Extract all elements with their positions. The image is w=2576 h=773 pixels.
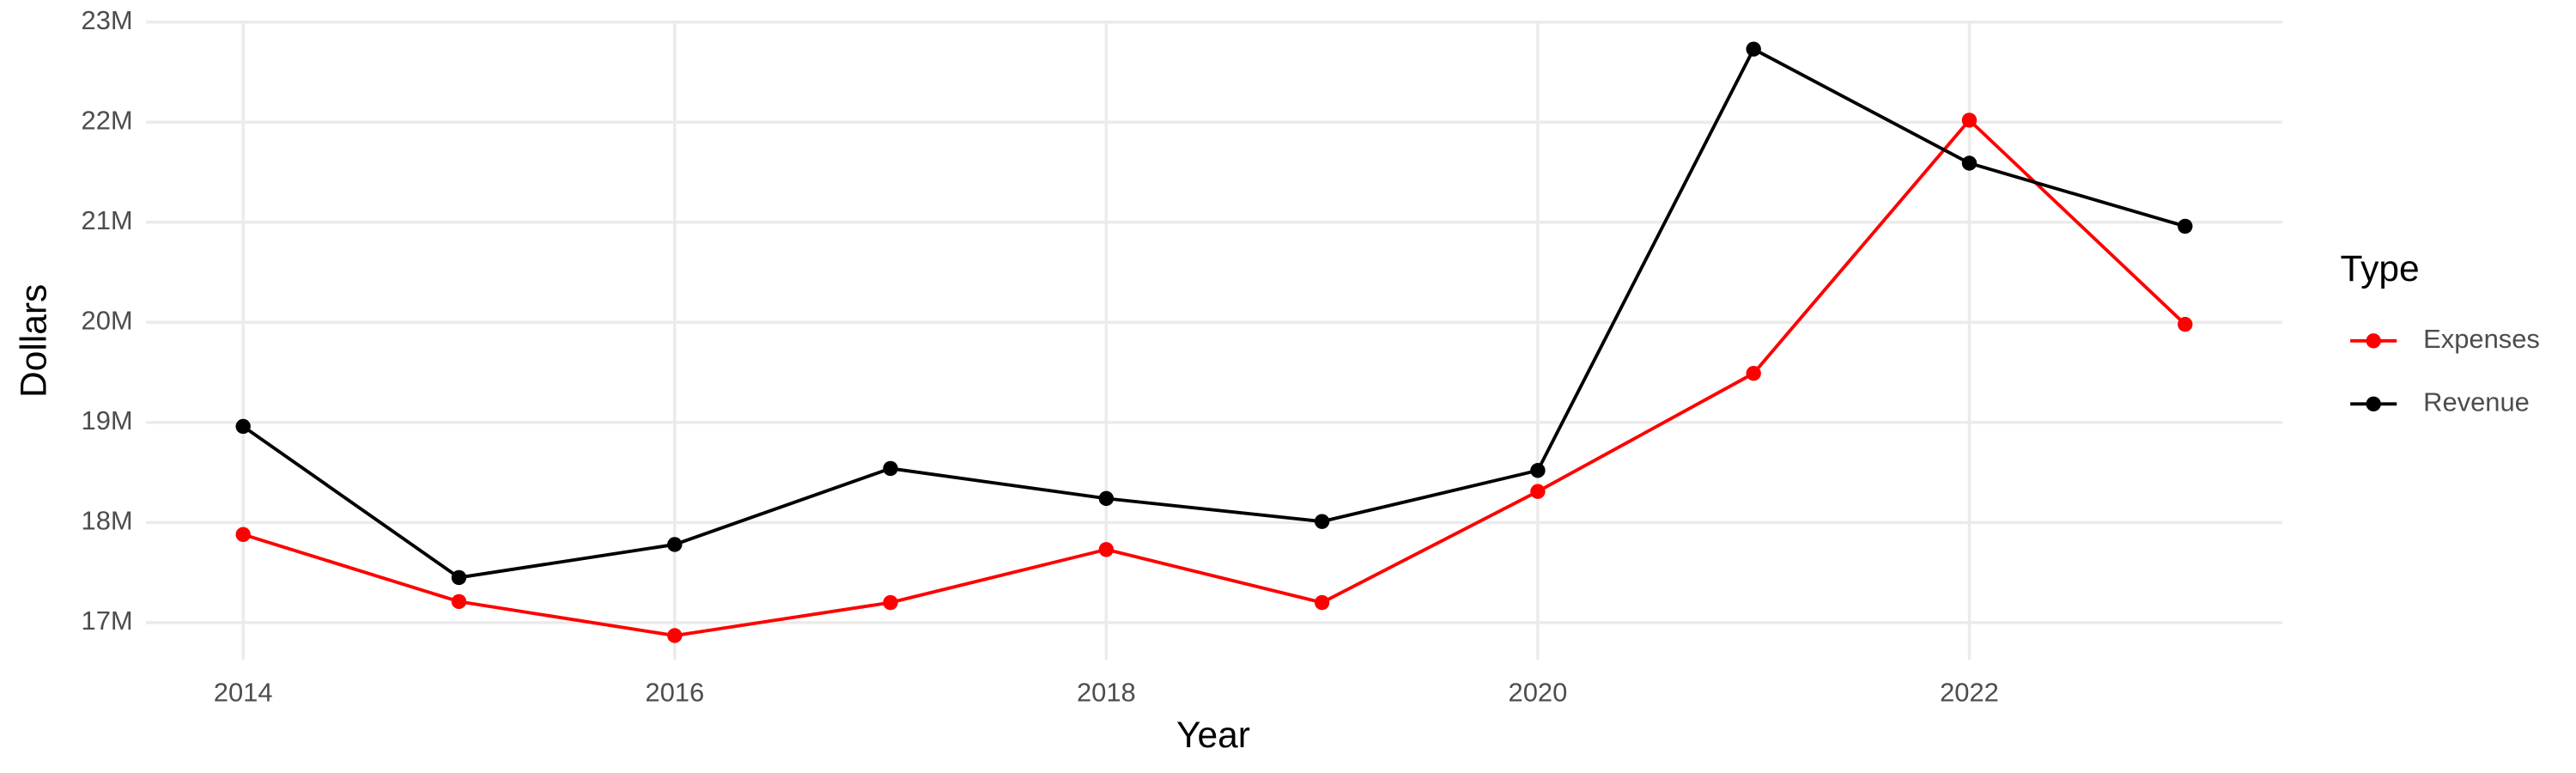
x-tick-label: 2016 [645,678,704,708]
legend-label: Expenses [2423,324,2540,354]
series-line [242,118,2187,637]
point [1961,155,1978,171]
point [667,628,683,643]
series-line [242,46,2186,580]
y-tick-label: 19M [82,405,133,435]
legend-key [2366,396,2381,411]
point [1314,514,1330,529]
x-tick-label: 2020 [1509,678,1568,708]
point [2178,316,2193,332]
point [1530,463,1546,478]
y-tick-label: 23M [82,5,133,35]
x-axis-title: Year [1176,715,1250,756]
x-tick-label: 2022 [1940,678,1999,708]
point [451,569,467,586]
legend-title: Type [2341,249,2420,289]
point [883,460,898,477]
x-tick-label: 2014 [214,678,273,708]
point [1098,490,1115,507]
point [1746,41,1761,57]
point [2178,218,2193,234]
point [883,594,898,611]
point [1314,594,1330,611]
point [235,526,251,543]
y-tick-label: 20M [82,305,133,335]
y-tick-label: 22M [82,105,133,135]
y-axis-title: Dollars [15,284,55,398]
point [1530,484,1546,499]
x-tick-label: 2018 [1077,678,1136,708]
point [1961,113,1978,128]
point [1746,366,1761,381]
point [667,537,683,552]
y-tick-label: 21M [82,205,133,235]
point [451,593,467,610]
legend-key [2366,333,2381,349]
y-tick-label: 18M [82,506,133,536]
point [1098,542,1115,557]
y-tick-label: 17M [82,606,133,636]
point [235,418,251,435]
legend-label: Revenue [2423,386,2530,417]
